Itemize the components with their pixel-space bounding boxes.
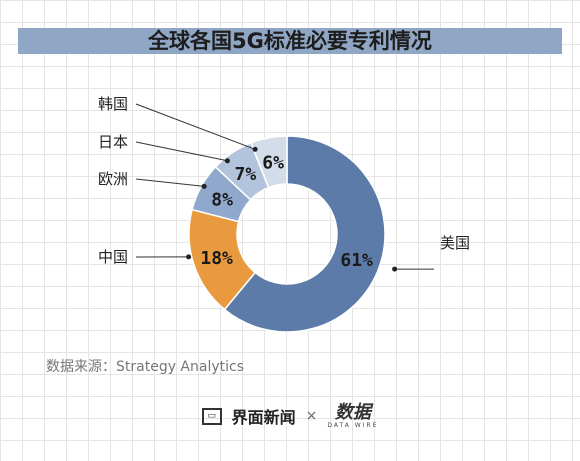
slice-category-label-2: 欧洲	[98, 170, 128, 188]
leader-line-4	[135, 103, 256, 150]
leader-dot-1	[186, 254, 192, 260]
slice-value-label-1: 18%	[200, 248, 233, 269]
datawire-logo-mark: 数据	[334, 401, 371, 423]
jiemian-logo-icon: ▭	[201, 407, 222, 425]
chart-title: 全球各国5G标准必要专利情况	[148, 29, 432, 53]
leader-dot-3	[224, 158, 230, 164]
slice-value-label-0: 61%	[340, 250, 373, 271]
slice-value-label-2: 8%	[211, 189, 233, 210]
slice-value-label-4: 6%	[262, 152, 284, 173]
leader-dot-0	[392, 266, 398, 272]
datawire-logo: 数据 DATA WIRE	[327, 401, 379, 429]
slice-category-label-0: 美国	[440, 234, 470, 252]
datawire-logo-sub: DATA WIRE	[327, 421, 379, 429]
leader-line-3	[135, 141, 228, 162]
slice-category-label-3: 日本	[98, 133, 128, 151]
slice-category-label-1: 中国	[98, 248, 128, 266]
source-note: 数据来源：Strategy Analytics	[46, 359, 245, 375]
slice-value-label-3: 7%	[235, 164, 257, 185]
leader-line-2	[135, 178, 205, 187]
donut-slice-0	[223, 135, 386, 333]
footer-separator: ×	[305, 408, 318, 424]
footer-brand-jiemian: 界面新闻	[231, 408, 296, 427]
leader-dot-2	[201, 183, 207, 189]
title-bar	[18, 28, 562, 54]
donut-slice-4	[249, 135, 288, 189]
slice-category-label-4: 韩国	[98, 95, 128, 113]
leader-dot-4	[252, 146, 258, 152]
footer: ▭ 界面新闻 × 数据 DATA WIRE	[0, 401, 580, 429]
